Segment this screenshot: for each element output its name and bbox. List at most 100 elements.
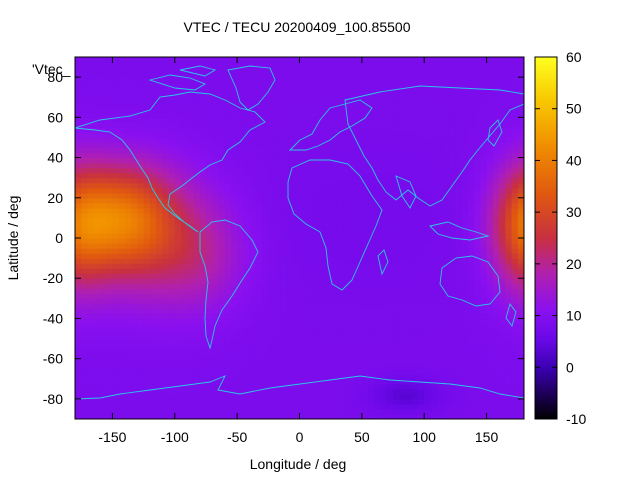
heatmap-cell (106, 373, 114, 380)
heatmap-cell (243, 232, 251, 239)
heatmap-cell (81, 383, 89, 390)
heatmap-cell (255, 278, 263, 284)
heatmap-cell (336, 212, 344, 219)
heatmap-cell (224, 137, 232, 144)
heatmap-cell (399, 253, 407, 259)
heatmap-cell (143, 353, 151, 360)
heatmap-cell (255, 393, 263, 400)
heatmap-cell (274, 328, 282, 335)
heatmap-cell (149, 162, 157, 169)
heatmap-cell (361, 303, 369, 309)
heatmap-cell (442, 268, 450, 274)
heatmap-cell (330, 388, 338, 395)
heatmap-cell (343, 102, 350, 108)
heatmap-cell (143, 212, 151, 219)
heatmap-cell (124, 293, 132, 299)
heatmap-cell (318, 112, 326, 118)
heatmap-cell (436, 238, 444, 244)
heatmap-cell (505, 283, 513, 289)
heatmap-cell (424, 378, 432, 385)
heatmap-cell (368, 398, 375, 405)
heatmap-cell (499, 177, 506, 184)
heatmap-cell (436, 378, 444, 385)
heatmap-cell (455, 393, 463, 400)
heatmap-cell (168, 258, 176, 264)
heatmap-cell (199, 97, 207, 103)
heatmap-cell (449, 393, 457, 400)
heatmap-cell (193, 137, 201, 144)
heatmap-cell (199, 212, 207, 219)
heatmap-cell (87, 368, 95, 375)
heatmap-cell (93, 212, 101, 219)
heatmap-cell (405, 348, 413, 355)
heatmap-cell (168, 227, 176, 234)
heatmap-cell (87, 152, 95, 159)
heatmap-cell (386, 147, 394, 154)
heatmap-cell (349, 363, 357, 370)
heatmap-cell (430, 227, 438, 234)
heatmap-cell (287, 212, 294, 219)
heatmap-cell (299, 393, 307, 400)
heatmap-cell (505, 97, 513, 103)
heatmap-cell (87, 258, 95, 264)
heatmap-cell (230, 288, 238, 294)
heatmap-cell (131, 328, 138, 335)
heatmap-cell (505, 408, 513, 415)
heatmap-cell (230, 373, 238, 380)
heatmap-cell (174, 192, 182, 199)
heatmap-cell (168, 253, 176, 259)
heatmap-cell (511, 323, 519, 330)
heatmap-cell (212, 142, 220, 149)
heatmap-cell (455, 182, 463, 189)
heatmap-cell (249, 303, 257, 309)
heatmap-cell (374, 207, 382, 214)
heatmap-cell (505, 72, 513, 78)
heatmap-cell (106, 303, 114, 309)
heatmap-cell (474, 87, 481, 93)
heatmap-cell (249, 353, 257, 360)
heatmap-cell (224, 338, 232, 345)
heatmap-cell (430, 253, 438, 259)
heatmap-cell (355, 318, 363, 325)
heatmap-cell (424, 227, 432, 234)
heatmap-cell (118, 333, 126, 340)
heatmap-cell (436, 207, 444, 214)
heatmap-cell (255, 112, 263, 118)
heatmap-cell (274, 278, 282, 284)
heatmap-cell (405, 408, 413, 415)
heatmap-cell (299, 162, 307, 169)
heatmap-cell (405, 152, 413, 159)
heatmap-cell (255, 182, 263, 189)
heatmap-cell (274, 137, 282, 144)
heatmap-cell (243, 358, 251, 365)
heatmap-cell (405, 142, 413, 149)
heatmap-cell (293, 358, 301, 365)
heatmap-cell (424, 137, 432, 144)
heatmap-cell (87, 303, 95, 309)
heatmap-cell (311, 142, 319, 149)
heatmap-cell (243, 408, 251, 415)
heatmap-cell (324, 122, 332, 128)
heatmap-cell (461, 187, 469, 194)
heatmap-cell (137, 353, 145, 360)
heatmap-cell (424, 212, 432, 219)
heatmap-cell (249, 187, 257, 194)
heatmap-cell (449, 222, 457, 229)
heatmap-cell (343, 313, 350, 320)
heatmap-cell (393, 358, 400, 365)
heatmap-cell (324, 172, 332, 179)
heatmap-cell (480, 243, 488, 249)
heatmap-cell (336, 122, 344, 128)
heatmap-cell (99, 258, 107, 264)
heatmap-cell (343, 358, 350, 365)
heatmap-cell (380, 77, 388, 83)
heatmap-cell (255, 258, 263, 264)
heatmap-cell (87, 338, 95, 345)
heatmap-cell (349, 413, 357, 419)
heatmap-cell (224, 283, 232, 289)
heatmap-cell (212, 248, 220, 254)
heatmap-cell (305, 348, 313, 355)
heatmap-cell (131, 192, 138, 199)
heatmap-cell (517, 112, 524, 118)
heatmap-cell (187, 318, 195, 325)
